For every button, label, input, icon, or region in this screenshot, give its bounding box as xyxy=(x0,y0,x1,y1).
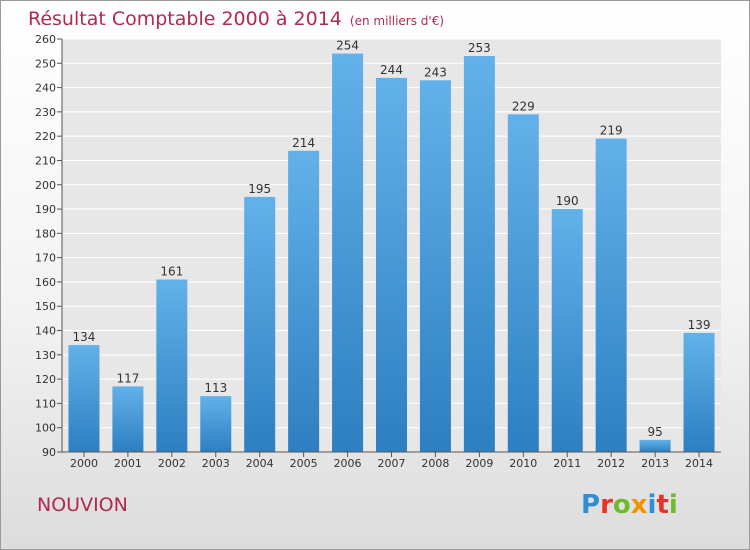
chart-subtitle: (en milliers d'€) xyxy=(349,14,445,28)
x-tick-label-2006: 2006 xyxy=(334,457,362,470)
x-tick-label-2004: 2004 xyxy=(246,457,274,470)
y-tick-label: 120 xyxy=(35,373,56,386)
data-label-2003: 113 xyxy=(204,381,227,395)
x-tick-label-2002: 2002 xyxy=(158,457,186,470)
data-label-2010: 229 xyxy=(512,99,535,113)
x-tick-label-2000: 2000 xyxy=(70,457,98,470)
x-tick-label-2005: 2005 xyxy=(290,457,318,470)
bar-2003 xyxy=(200,396,232,452)
x-tick-label-2009: 2009 xyxy=(465,457,493,470)
x-tick-label-2011: 2011 xyxy=(553,457,581,470)
commune-name: NOUVION xyxy=(37,494,128,516)
y-axis: 90 100 110 120 130 140 150 160 170 180 190 200 210 22… xyxy=(35,33,63,459)
y-tick-label: 260 xyxy=(35,33,56,46)
logo-letter: x xyxy=(630,490,648,520)
bar-2013 xyxy=(639,439,671,452)
y-tick-label: 210 xyxy=(35,154,56,167)
x-tick-label-2010: 2010 xyxy=(509,457,537,470)
data-label-2004: 195 xyxy=(248,182,271,196)
bar-2014 xyxy=(683,332,715,452)
bar-2004 xyxy=(244,196,276,452)
x-tick-label-2007: 2007 xyxy=(378,457,406,470)
logo-letter: i xyxy=(668,490,678,520)
bar-2008 xyxy=(419,80,451,453)
x-tick-label-2012: 2012 xyxy=(597,457,625,470)
data-label-2011: 190 xyxy=(556,194,579,208)
bar-2007 xyxy=(376,77,407,452)
logo-letter: i xyxy=(647,490,657,520)
bar-2006 xyxy=(332,53,364,452)
y-tick-label: 130 xyxy=(35,349,56,362)
y-tick-label: 150 xyxy=(35,300,56,313)
bar-2001 xyxy=(112,386,144,452)
data-label-2001: 117 xyxy=(116,371,139,385)
logo-letter: o xyxy=(612,490,631,520)
bar-2002 xyxy=(156,279,188,452)
y-tick-label: 140 xyxy=(35,325,56,338)
x-tick-label-2001: 2001 xyxy=(114,457,142,470)
data-label-2000: 134 xyxy=(73,330,96,344)
y-tick-label: 170 xyxy=(35,252,56,265)
data-label-2006: 254 xyxy=(336,39,359,53)
y-tick-label: 230 xyxy=(35,106,56,119)
data-label-2013: 95 xyxy=(647,425,662,439)
logo-letter: P xyxy=(581,490,601,520)
x-tick-label-2003: 2003 xyxy=(202,457,230,470)
data-label-2012: 219 xyxy=(600,124,623,138)
x-axis: 2000 2001 2002 2003 2004 2005 2006 2007 2008 2009… xyxy=(62,451,721,470)
data-label-2005: 214 xyxy=(292,136,315,150)
data-label-2009: 253 xyxy=(468,41,491,55)
y-tick-label: 220 xyxy=(35,130,56,143)
chart-title-text: Résultat Comptable 2000 à 2014 xyxy=(28,8,342,30)
data-label-2014: 139 xyxy=(688,318,711,332)
y-tick-label: 190 xyxy=(35,203,56,216)
y-tick-label: 250 xyxy=(35,57,56,70)
logo-letter: r xyxy=(600,490,613,520)
x-tick-label-2008: 2008 xyxy=(421,457,449,470)
data-labels: 134 117 161 113 195 214 254 244 243 253 229 190 219 9… xyxy=(73,39,711,439)
y-tick-label: 100 xyxy=(35,422,56,435)
bar-2009 xyxy=(463,56,495,452)
data-label-2008: 243 xyxy=(424,65,447,79)
y-tick-label: 180 xyxy=(35,227,56,240)
logo-letter: t xyxy=(656,490,669,520)
bar-2012 xyxy=(595,138,627,452)
y-tick-label: 240 xyxy=(35,82,56,95)
data-label-2007: 244 xyxy=(380,63,403,77)
bars xyxy=(68,53,715,453)
x-tick-label-2014: 2014 xyxy=(685,457,713,470)
x-tick-label-2013: 2013 xyxy=(641,457,669,470)
y-tick-label: 200 xyxy=(35,179,56,192)
bar-2000 xyxy=(68,345,100,452)
y-tick-label: 110 xyxy=(35,397,56,410)
data-label-2002: 161 xyxy=(160,265,183,279)
bar-2011 xyxy=(551,209,583,452)
y-tick-label: 90 xyxy=(42,446,56,459)
chart-title: Résultat Comptable 2000 à 2014 (en millie… xyxy=(28,8,444,30)
bar-2010 xyxy=(507,114,539,452)
proxiti-logo: Proxiti xyxy=(581,490,678,520)
bar-2005 xyxy=(288,150,320,453)
y-tick-label: 160 xyxy=(35,276,56,289)
